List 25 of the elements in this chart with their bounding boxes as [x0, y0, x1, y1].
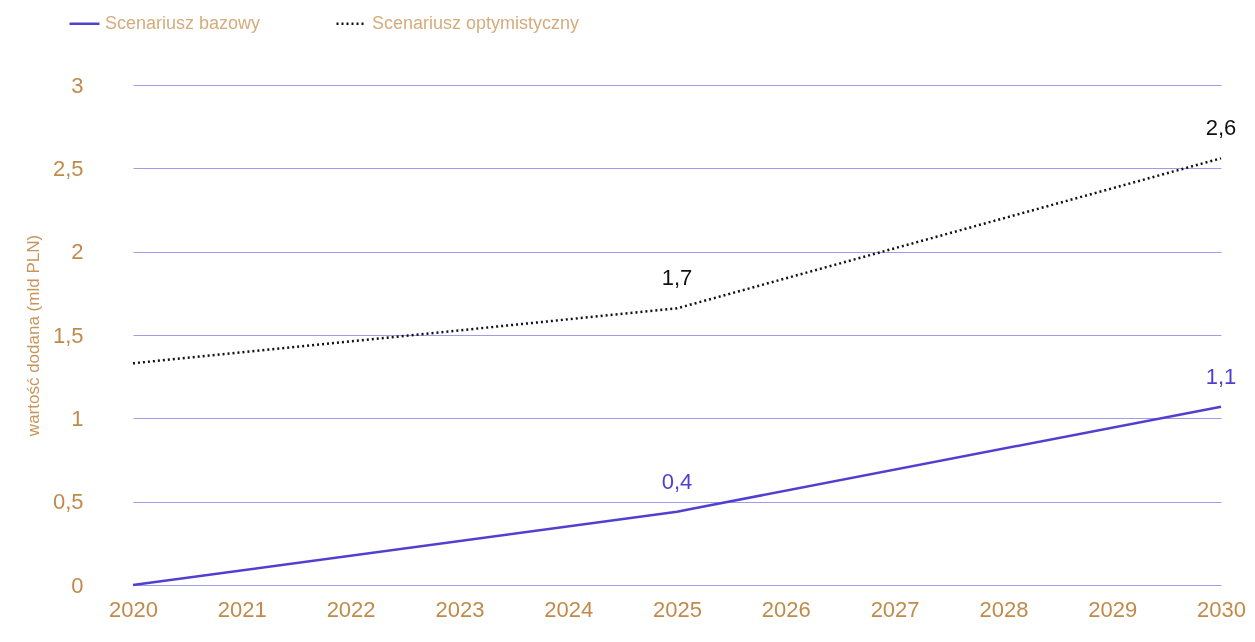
x-tick-label: 2027 — [870, 596, 920, 622]
y-tick-label: 1 — [71, 405, 84, 431]
data-label: 2,6 — [1205, 115, 1237, 141]
data-label: 0,4 — [661, 468, 693, 494]
x-tick-label: 2022 — [326, 596, 376, 622]
x-tick-label: 2023 — [435, 596, 485, 622]
y-tick-label: 3 — [71, 72, 84, 98]
y-tick-label: 0,5 — [52, 489, 84, 515]
y-tick-label: 2,5 — [52, 155, 84, 181]
legend-label: Scenariusz optymistyczny — [372, 12, 580, 33]
data-label: 1,1 — [1205, 363, 1237, 389]
y-axis-title: wartość dodana (mld PLN) — [23, 234, 43, 438]
y-tick-label: 2 — [71, 239, 84, 265]
x-tick-label: 2028 — [979, 596, 1029, 622]
x-tick-label: 2025 — [653, 596, 702, 622]
y-tick-label: 0 — [71, 572, 84, 598]
x-tick-label: 2021 — [217, 596, 267, 622]
x-tick-label: 2024 — [544, 596, 594, 622]
data-label: 1,7 — [661, 265, 693, 291]
x-tick-label: 2020 — [109, 596, 158, 622]
y-tick-label: 1,5 — [52, 322, 84, 348]
legend-label: Scenariusz bazowy — [105, 12, 261, 33]
x-tick-label: 2029 — [1088, 596, 1138, 622]
x-tick-label: 2026 — [761, 596, 811, 622]
x-tick-label: 2030 — [1197, 596, 1246, 622]
